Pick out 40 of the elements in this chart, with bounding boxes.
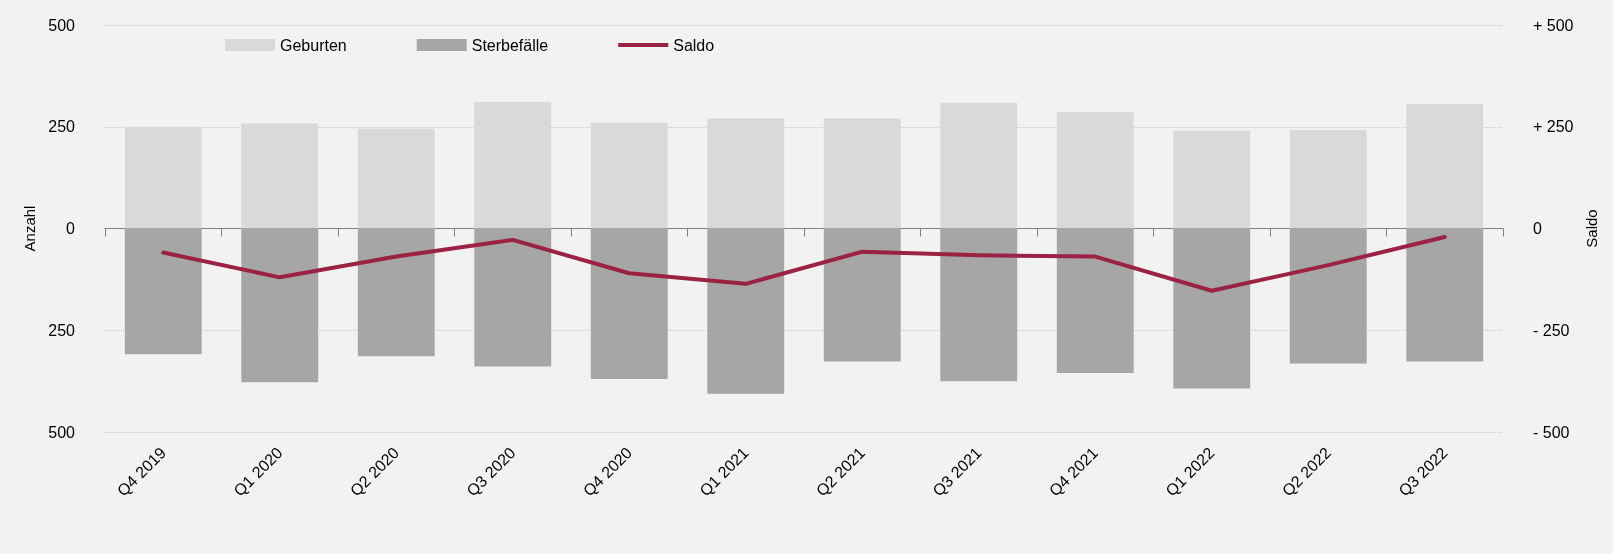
bar (1289, 130, 1367, 229)
bar (241, 228, 319, 383)
bar (1056, 228, 1134, 373)
bar (707, 118, 785, 229)
y-tick-label: 250 (48, 118, 76, 136)
y2-tick-label: - 250 (1533, 321, 1570, 339)
bar (1289, 228, 1367, 364)
y-axis-title: Anzahl (21, 205, 39, 252)
bar (124, 126, 202, 229)
bar (707, 228, 785, 394)
bar (590, 228, 668, 380)
bar (940, 102, 1018, 229)
bar (590, 122, 668, 229)
bar (940, 228, 1018, 382)
y2-tick-label: + 250 (1533, 118, 1574, 136)
bar (1406, 103, 1484, 229)
y2-tick-label: - 500 (1533, 423, 1570, 441)
bar (1406, 228, 1484, 362)
bar (474, 101, 552, 229)
legend-label: Saldo (673, 36, 715, 54)
bar (474, 228, 552, 367)
bar (823, 118, 901, 229)
y-tick-label: 500 (48, 423, 76, 441)
bar (1056, 112, 1134, 229)
legend-label: Geburten (280, 36, 347, 54)
line-series (161, 235, 1447, 293)
bar (357, 228, 435, 357)
bar (241, 123, 319, 229)
legend-label: Sterbefälle (471, 36, 549, 54)
y2-tick-label: + 500 (1533, 16, 1574, 34)
bar (1173, 228, 1251, 389)
y2-axis-title: Saldo (1583, 209, 1601, 248)
y2-tick-label: 0 (1533, 220, 1542, 237)
bar (1173, 130, 1251, 229)
y-tick-label: 500 (48, 16, 76, 34)
y-tick-label: 250 (48, 321, 76, 339)
bar (124, 228, 202, 355)
y-tick-label: 0 (66, 220, 76, 237)
bar (357, 128, 435, 229)
bar (823, 228, 901, 362)
